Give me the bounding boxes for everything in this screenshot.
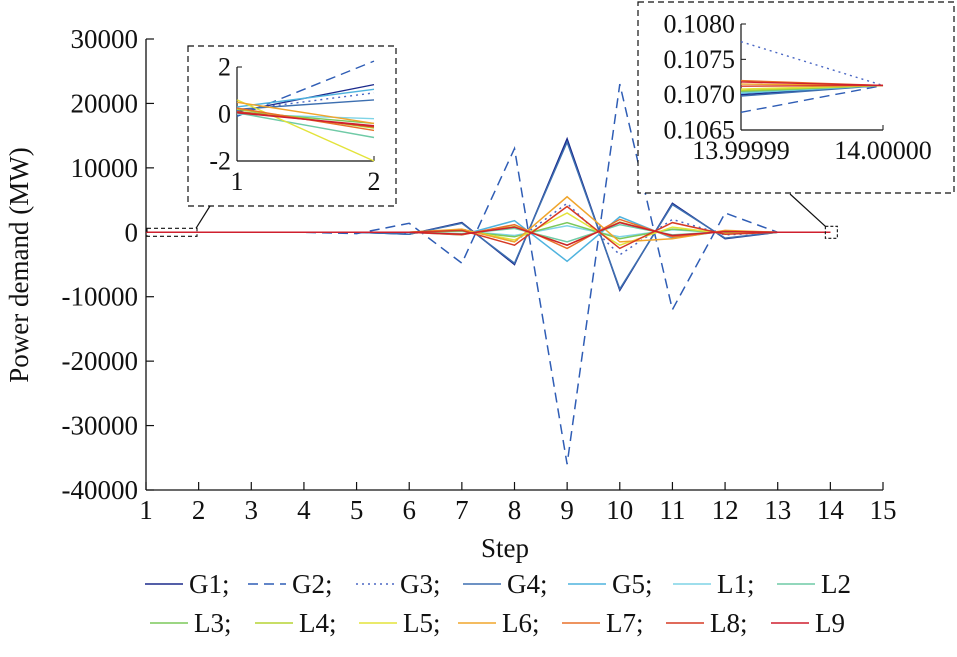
inset-y-tick-label: 0: [218, 100, 231, 129]
y-tick-label: 30000: [71, 24, 139, 54]
y-tick-label: 20000: [71, 88, 139, 118]
inset-series-line-l8: [740, 84, 884, 87]
legend-item-g4: G4;: [463, 569, 548, 599]
y-axis-label: Power demand (MW): [4, 147, 34, 382]
inset-series-line-l5: [236, 99, 375, 162]
legend-label: L2: [821, 569, 851, 599]
y-tick-label: 0: [125, 217, 139, 247]
legend-label: L1;: [717, 569, 755, 599]
x-tick-label: 9: [560, 495, 574, 525]
x-axis-label: Step: [481, 533, 529, 563]
inset-x-tick-label: 1: [231, 167, 244, 196]
legend-item-g3: G3;: [356, 569, 441, 599]
y-tick-label: -20000: [62, 346, 139, 376]
series-line-l9: [146, 221, 831, 247]
legend-item-l4: L4;: [255, 608, 337, 638]
inset-x-tick-label: 14.00000: [834, 136, 932, 165]
inset-x-tick-label: 2: [368, 167, 381, 196]
inset-x-tick-label: 13.99999: [692, 136, 790, 165]
legend-item-l7: L7;: [562, 608, 644, 638]
zoom-connector-end: [789, 193, 826, 227]
x-tick-label: 3: [245, 495, 259, 525]
legend-item-l1: L1;: [673, 569, 755, 599]
zoom-marker-end: [824, 225, 838, 239]
legend-label: G2;: [292, 569, 333, 599]
y-tick-label: -30000: [62, 411, 139, 441]
y-tick-label: -40000: [62, 475, 139, 505]
legend-label: G5;: [612, 569, 653, 599]
x-tick-label: 2: [192, 495, 206, 525]
legend-item-l9: L9: [771, 608, 845, 638]
legend-label: L8;: [710, 608, 748, 638]
x-tick-label: 11: [659, 495, 685, 525]
inset-series-line-g5: [236, 88, 375, 108]
legend-item-g5: G5;: [568, 569, 653, 599]
legend-label: L4;: [299, 608, 337, 638]
zoom-marker-start: [146, 227, 198, 237]
inset-y-tick-label: 0.1065: [664, 116, 736, 145]
legend-label: G4;: [507, 569, 548, 599]
x-tick-label: 7: [455, 495, 469, 525]
x-tick-label: 12: [712, 495, 739, 525]
x-tick-label: 8: [508, 495, 522, 525]
inset-series-line-g3: [740, 40, 884, 87]
inset-series-line-g2: [740, 84, 884, 114]
x-tick-label: 6: [402, 495, 416, 525]
legend-item-l6: L6;: [458, 608, 540, 638]
inset-frame: [637, 1, 955, 194]
legend-item-l3: L3;: [150, 608, 232, 638]
inset-y-tick-label: 0.1070: [664, 80, 736, 109]
x-tick-label: 13: [764, 495, 791, 525]
main-plot: 30000 20000 10000 0 -10000 -20000 -30000 -40000…: [62, 24, 897, 525]
inset-y-tick-label: 0.1080: [664, 10, 736, 39]
x-tick-label: 14: [817, 495, 845, 525]
inset-series-line-l9: [236, 112, 375, 127]
legend-label: L9: [815, 608, 845, 638]
inset-zoom-start: 2 0 -21 2: [187, 45, 397, 207]
legend-label: L5;: [403, 608, 441, 638]
x-tick-label: 1: [139, 495, 153, 525]
legend-label: L3;: [194, 608, 232, 638]
x-tick-label: 15: [870, 495, 897, 525]
legend-item-l5: L5;: [359, 608, 441, 638]
legend-label: L7;: [606, 608, 644, 638]
legend-label: G3;: [400, 569, 441, 599]
inset-series-line-l6: [236, 101, 375, 125]
legend-item-g1: G1;: [145, 569, 230, 599]
legend-label: L6;: [502, 608, 540, 638]
inset-y-tick-label: 2: [218, 53, 231, 82]
legend: G1; G2; G3; G4; G5; L1; L2 L3; L4; L5; L6; L7; L8; L9: [145, 569, 851, 638]
inset-series-line-g3: [236, 92, 375, 112]
legend-item-l8: L8;: [666, 608, 748, 638]
inset-y-tick-label: 0.1075: [664, 45, 736, 74]
inset-series-line-l2: [236, 112, 375, 139]
y-tick-label: 10000: [71, 153, 139, 183]
legend-item-l2: L2: [777, 569, 851, 599]
x-tick-label: 4: [297, 495, 311, 525]
y-tick-label: -10000: [62, 282, 139, 312]
inset-series-line-l9: [740, 81, 884, 87]
zoom-connector-start: [195, 205, 211, 229]
inset-y-tick-label: -2: [209, 147, 231, 176]
legend-label: G1;: [189, 569, 230, 599]
inset-series-line-g4: [236, 99, 375, 110]
legend-item-g2: G2;: [248, 569, 333, 599]
x-tick-label: 5: [350, 495, 364, 525]
x-tick-label: 10: [606, 495, 633, 525]
